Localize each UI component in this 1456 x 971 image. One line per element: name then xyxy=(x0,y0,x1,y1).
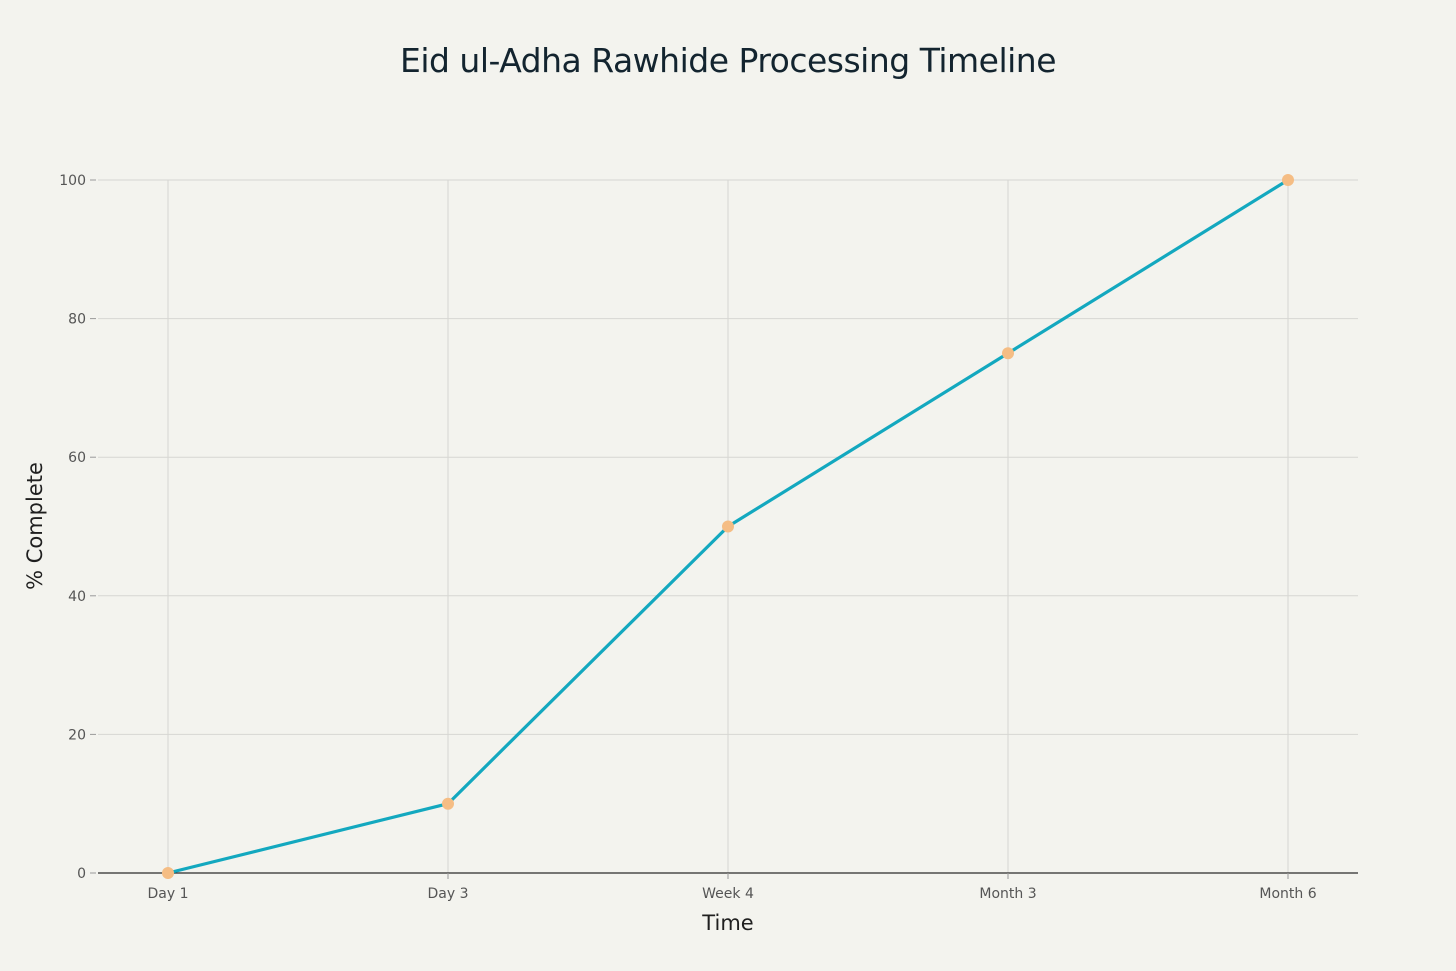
data-point[interactable] xyxy=(442,797,454,810)
x-tick-label: Week 4 xyxy=(702,886,754,902)
markers-layer xyxy=(162,174,1294,879)
y-tick-label: 60 xyxy=(68,450,86,466)
y-tick-label: 80 xyxy=(68,312,86,328)
x-tick-label: Month 6 xyxy=(1259,886,1316,902)
y-tick-label: 40 xyxy=(68,589,86,605)
y-tick-label: 0 xyxy=(77,866,86,882)
x-tick-label: Day 3 xyxy=(427,886,468,902)
y-axis-ticks: 0 20 40 60 80 100 xyxy=(59,173,96,882)
y-tick-label: 20 xyxy=(68,727,86,743)
y-axis-title: % Complete xyxy=(23,462,47,590)
data-point[interactable] xyxy=(722,520,734,533)
x-axis-ticks: Day 1 Day 3 Week 4 Month 3 Month 6 xyxy=(147,873,1317,902)
y-tick-label: 100 xyxy=(59,173,86,189)
x-tick-label: Month 3 xyxy=(979,886,1036,902)
chart-title: Eid ul-Adha Rawhide Processing Timeline xyxy=(400,41,1056,80)
x-tick-label: Day 1 xyxy=(147,886,188,902)
data-point[interactable] xyxy=(162,867,174,879)
data-point[interactable] xyxy=(1282,174,1294,186)
x-axis-title: Time xyxy=(701,911,753,935)
data-point[interactable] xyxy=(1002,347,1014,360)
